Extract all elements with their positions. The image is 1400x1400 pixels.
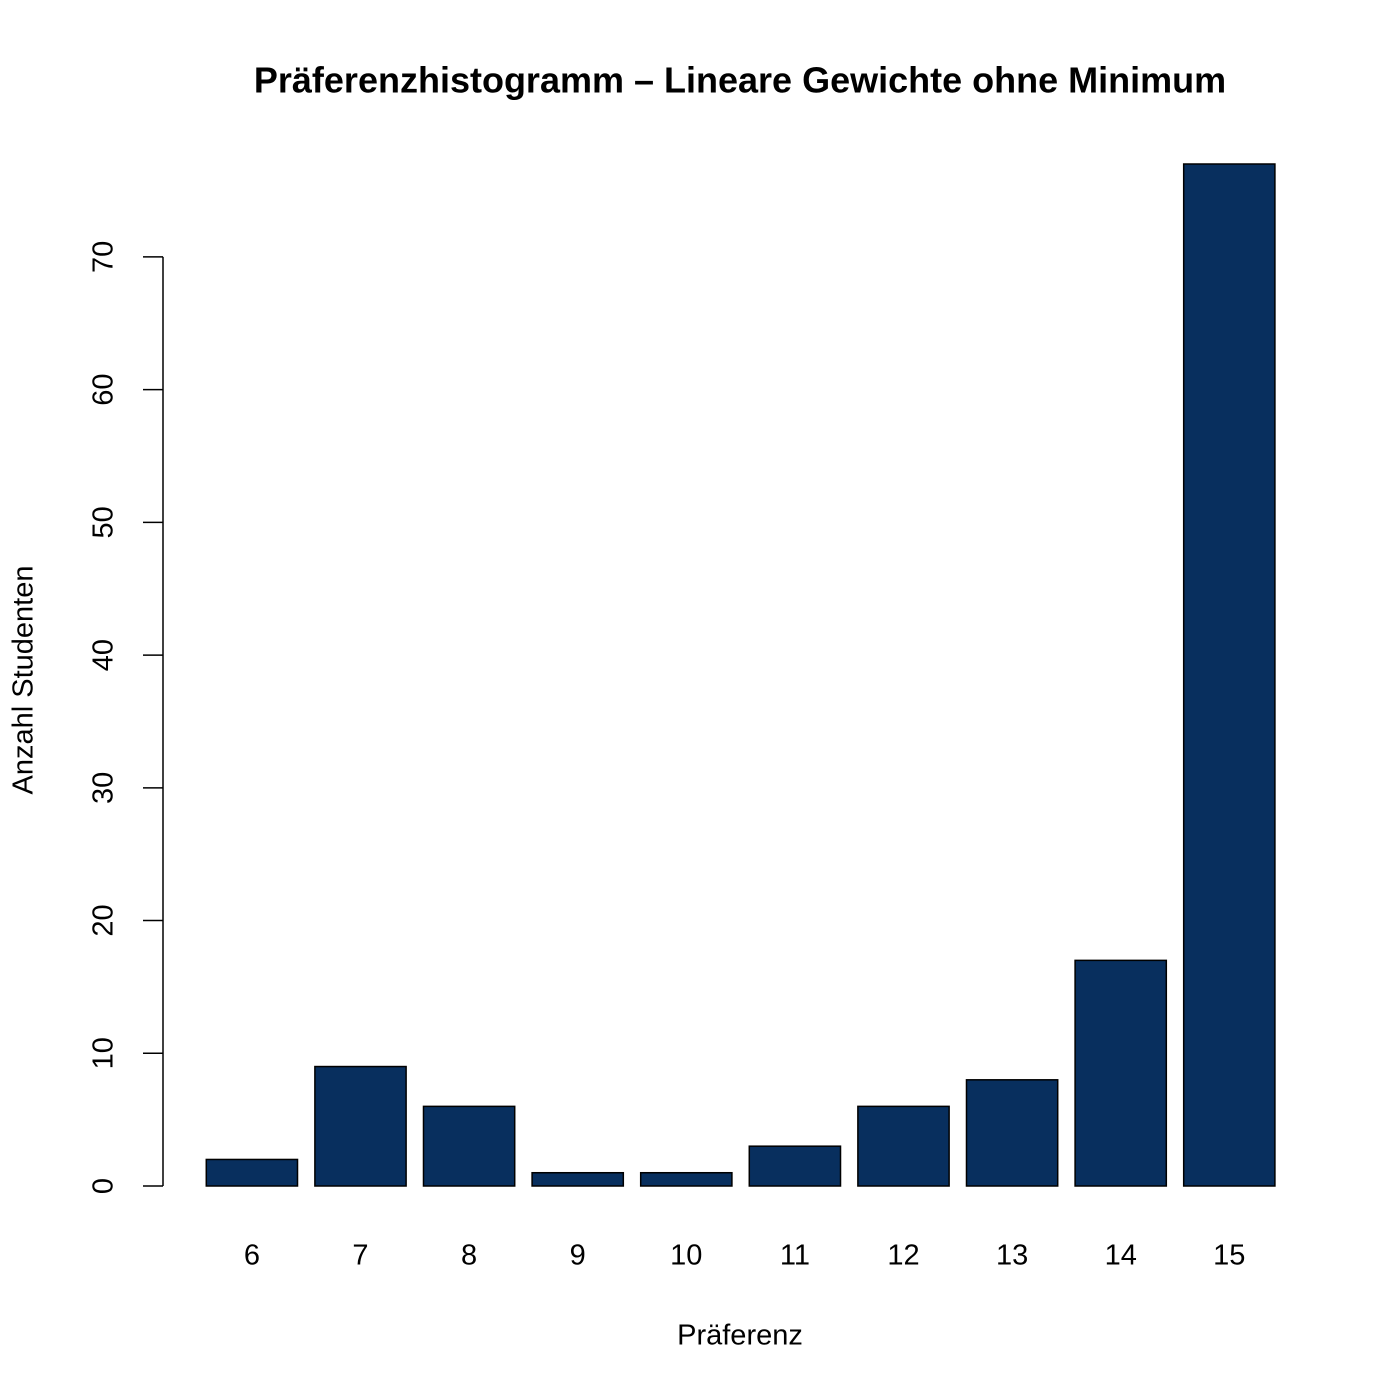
y-tick-label: 10 (88, 1037, 120, 1069)
x-tick-label: 15 (1213, 1240, 1245, 1272)
x-tick-label: 10 (670, 1240, 702, 1272)
x-tick-label: 7 (352, 1240, 368, 1272)
x-tick-label: 12 (887, 1240, 919, 1272)
x-tick-label: 6 (244, 1240, 260, 1272)
bar (422, 1105, 516, 1187)
x-tick-label: 11 (780, 1240, 810, 1272)
x-tick-label: 13 (996, 1240, 1028, 1272)
bar (1182, 163, 1276, 1187)
y-tick-label: 60 (88, 374, 120, 406)
bar (205, 1158, 299, 1187)
bar (965, 1079, 1059, 1187)
y-tick-label: 20 (88, 904, 120, 936)
x-tick-label: 8 (461, 1240, 477, 1272)
y-tick-label: 0 (88, 1178, 120, 1194)
x-axis-label: Präferenz (677, 1320, 803, 1352)
bar (639, 1171, 733, 1187)
y-tick-label: 50 (88, 506, 120, 538)
y-tick-label: 70 (88, 241, 120, 273)
y-tick-label: 40 (88, 639, 120, 671)
x-tick-label: 9 (570, 1240, 586, 1272)
bar (857, 1105, 950, 1187)
y-tick-label: 30 (88, 772, 120, 804)
bar (314, 1065, 407, 1187)
bar (748, 1145, 842, 1187)
bar (1074, 959, 1168, 1187)
chart-title: Präferenzhistogramm – Lineare Gewichte o… (254, 60, 1226, 101)
y-axis-label: Anzahl Studenten (8, 566, 40, 795)
bar (531, 1171, 625, 1187)
x-tick-label: 14 (1105, 1240, 1137, 1272)
